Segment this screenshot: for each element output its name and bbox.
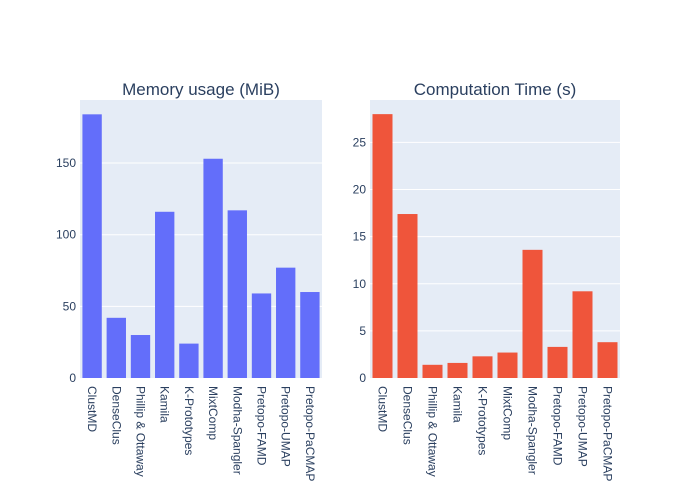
memory-chart-title: Memory usage (MiB) [122, 80, 280, 99]
time-y-tick-label: 5 [359, 324, 366, 338]
memory-x-tick-labels: ClustMD DenseClus Phillip & Ottaway Kamila K… [85, 386, 317, 481]
memory-x-tick-label: ClustMD [85, 386, 99, 432]
memory-bars [82, 114, 320, 378]
memory-y-tick-label: 0 [69, 371, 76, 385]
time-y-tick-label: 25 [353, 135, 367, 149]
time-bar [422, 364, 443, 378]
time-x-tick-label: MixtComp [501, 386, 515, 440]
time-bar [447, 362, 468, 378]
time-bar [472, 356, 493, 378]
time-y-tick-label: 10 [353, 277, 367, 291]
memory-bar [203, 158, 223, 378]
memory-x-tick-label: Phillip & Ottaway [134, 386, 148, 477]
memory-bar [276, 267, 296, 378]
time-y-tick-label: 0 [359, 371, 366, 385]
memory-y-tick-label: 50 [63, 299, 77, 313]
memory-x-tick-label: MixtComp [206, 386, 220, 440]
time-x-tick-label: Pretopo-FAMD [551, 386, 565, 466]
memory-x-tick-label: K-Prototypes [182, 386, 196, 455]
time-bar [572, 291, 593, 378]
memory-bar [179, 343, 199, 378]
time-bar [522, 249, 543, 378]
time-x-tick-label: Kamila [451, 386, 465, 423]
time-x-tick-label: Phillip & Ottaway [426, 386, 440, 477]
memory-bar [82, 114, 102, 378]
memory-x-tick-label: Pretopo-FAMD [255, 386, 269, 466]
time-bar [497, 352, 518, 378]
time-x-tick-label: Pretopo-UMAP [576, 386, 590, 467]
time-y-tick-labels: 0 5 10 15 20 25 [353, 135, 367, 385]
time-bar [372, 114, 393, 378]
memory-bar [130, 335, 151, 378]
time-x-tick-labels: ClustMD DenseClus Phillip & Ottaway Kamila K… [376, 386, 615, 481]
memory-bar [227, 210, 247, 378]
time-x-tick-label: K-Prototypes [476, 386, 490, 455]
computation-time-chart: 0 5 10 15 20 25 ClustMD DenseClus Phillip & Ott… [353, 80, 620, 481]
memory-x-tick-label: Pretopo-PaCMAP [303, 386, 317, 481]
time-x-tick-label: ClustMD [376, 386, 390, 432]
memory-bar [106, 317, 126, 378]
memory-x-tick-label: Pretopo-UMAP [279, 386, 293, 467]
memory-usage-chart: 0 50 100 150 ClustMD DenseClus Phillip & Otta… [56, 80, 322, 481]
memory-x-tick-label: DenseClus [109, 386, 123, 445]
time-chart-title: Computation Time (s) [414, 80, 577, 99]
time-x-tick-label: DenseClus [401, 386, 415, 445]
time-bar [397, 214, 418, 378]
time-bar [547, 346, 568, 378]
time-y-tick-label: 20 [353, 183, 367, 197]
memory-y-tick-label: 100 [56, 228, 76, 242]
time-y-tick-label: 15 [353, 230, 367, 244]
memory-bar [300, 292, 320, 378]
memory-bar [251, 293, 272, 378]
memory-x-tick-label: Kamila [158, 386, 172, 423]
memory-x-tick-label: Modha-Spangler [230, 386, 244, 475]
memory-bar [155, 211, 175, 378]
time-x-tick-label: Pretopo-PaCMAP [601, 386, 615, 481]
time-bar [597, 342, 618, 378]
memory-y-tick-label: 150 [56, 156, 76, 170]
time-x-tick-label: Modha-Spangler [526, 386, 540, 475]
memory-y-tick-labels: 0 50 100 150 [56, 156, 76, 385]
time-bars [372, 114, 618, 378]
